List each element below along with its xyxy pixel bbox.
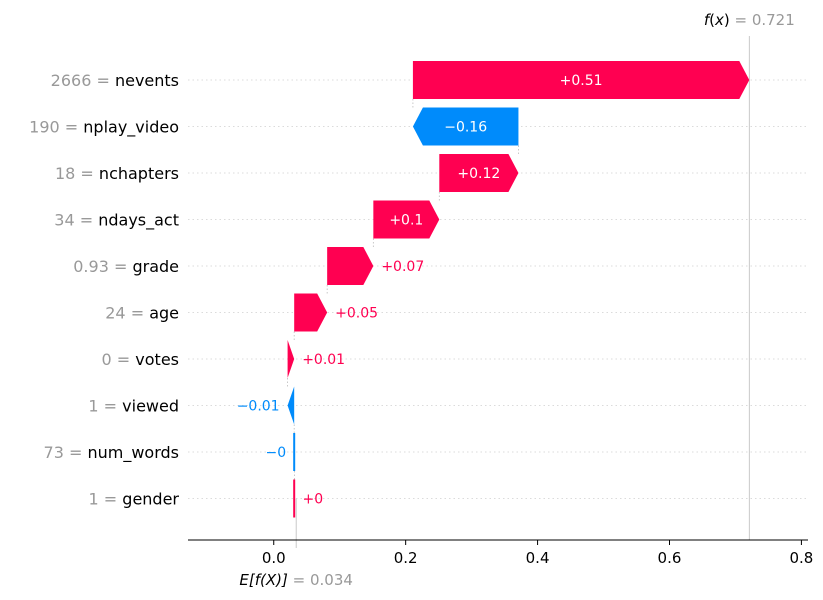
bar-label-gender: +0: [303, 492, 324, 508]
x-tick-label: 0.4: [526, 549, 550, 567]
bar-ndays_act: [373, 200, 440, 239]
feature-value: 2666 =: [51, 71, 115, 90]
bar-nchapters: [439, 154, 519, 192]
feature-label-nplay_video: 190 = nplay_video: [29, 118, 179, 138]
feature-name: gender: [122, 490, 179, 509]
feature-name: nchapters: [99, 164, 179, 183]
feature-value: 0 =: [102, 350, 136, 369]
bar-nplay_video: [412, 107, 519, 146]
feature-value: 1 =: [88, 397, 122, 416]
x-tick-label: 0.6: [658, 549, 682, 567]
efx-value: = 0.034: [288, 571, 353, 589]
base-value-label: E[f(X)] = 0.034: [239, 571, 353, 589]
x-tick-label: 0.2: [394, 549, 418, 567]
feature-label-num_words: 73 = num_words: [44, 443, 179, 463]
feature-name: votes: [135, 350, 179, 369]
bar-label-viewed: −0.01: [237, 399, 280, 415]
fx-value: = 0.721: [730, 11, 795, 29]
bar-label-votes: +0.01: [302, 352, 345, 368]
feature-label-nchapters: 18 = nchapters: [55, 164, 179, 183]
bar-label-age: +0.05: [335, 306, 378, 322]
feature-name: nevents: [115, 71, 179, 90]
bar-nevents: [412, 61, 750, 99]
feature-name: viewed: [122, 397, 179, 416]
bar-label-grade: +0.07: [381, 259, 424, 275]
feature-name: grade: [132, 257, 179, 276]
bar-label-num_words: −0: [266, 445, 287, 461]
bar-label-nplay_video: −0.16: [444, 120, 487, 136]
feature-value: 34 =: [54, 211, 98, 230]
bar-votes: [287, 340, 295, 378]
feature-value: 18 =: [55, 164, 99, 183]
feature-label-votes: 0 = votes: [102, 350, 179, 369]
bar-age: [294, 293, 328, 332]
bar-label-nevents: +0.51: [560, 73, 603, 89]
bar-viewed: [287, 386, 295, 425]
bar-grade: [327, 247, 374, 285]
feature-name: nplay_video: [83, 118, 179, 138]
feature-label-ndays_act: 34 = ndays_act: [54, 211, 179, 231]
bar-num_words: [293, 433, 296, 471]
feature-value: 190 =: [29, 118, 83, 137]
fx-symbol: f: [704, 11, 712, 29]
feature-name: num_words: [87, 443, 179, 463]
feature-value: 0.93 =: [73, 257, 132, 276]
feature-label-gender: 1 = gender: [89, 490, 180, 509]
fx-arg: x: [714, 11, 724, 29]
feature-name: age: [149, 304, 179, 323]
fx-paren-close: ): [724, 11, 730, 29]
feature-label-age: 24 = age: [105, 304, 179, 323]
feature-value: 73 =: [44, 443, 88, 462]
output-value-label: f(x) = 0.721: [704, 11, 795, 29]
feature-value: 24 =: [105, 304, 149, 323]
x-tick-label: 0.8: [789, 549, 813, 567]
feature-value: 1 =: [89, 490, 123, 509]
feature-label-viewed: 1 = viewed: [88, 397, 179, 416]
efx-symbol: E[f(X)]: [239, 571, 288, 589]
feature-label-grade: 0.93 = grade: [73, 257, 179, 276]
bar-label-nchapters: +0.12: [457, 166, 500, 182]
fx-paren: (: [709, 11, 715, 29]
x-tick-label: 0.0: [262, 549, 286, 567]
feature-name: ndays_act: [98, 211, 179, 231]
bar-label-ndays_act: +0.1: [389, 213, 423, 229]
bar-gender: [293, 479, 296, 518]
feature-label-nevents: 2666 = nevents: [51, 71, 179, 90]
